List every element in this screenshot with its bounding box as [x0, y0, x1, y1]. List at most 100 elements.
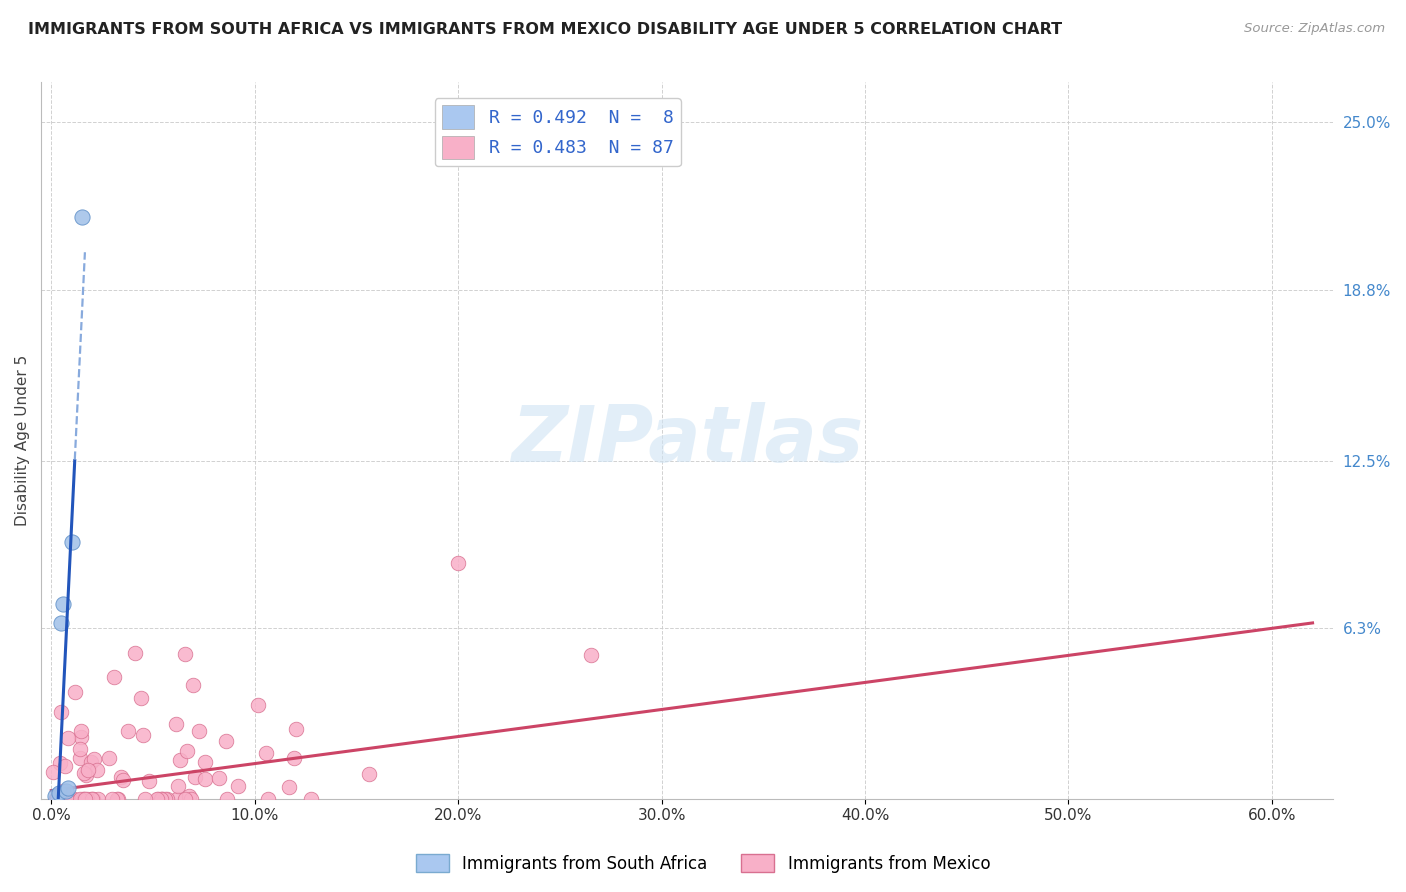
Point — [48, 791, 70, 805]
Point — [129, 690, 152, 705]
Point — [357, 766, 380, 780]
Text: IMMIGRANTS FROM SOUTH AFRICA VS IMMIGRANTS FROM MEXICO DISABILITY AGE UNDER 5 CO: IMMIGRANTS FROM SOUTH AFRICA VS IMMIGRAN… — [28, 22, 1063, 37]
Y-axis label: Disability Age Under 5: Disability Age Under 5 — [15, 355, 30, 526]
Point — [48, 791, 70, 805]
Point — [284, 722, 307, 736]
Point — [138, 773, 160, 788]
Legend: R = 0.492  N =  8, R = 0.483  N = 87: R = 0.492 N = 8, R = 0.483 N = 87 — [434, 98, 681, 166]
Point — [134, 791, 156, 805]
Point — [105, 791, 128, 805]
Point — [80, 791, 103, 805]
Point — [69, 791, 91, 805]
Point — [70, 730, 93, 744]
Point — [188, 724, 211, 739]
Point — [97, 751, 120, 765]
Point — [146, 791, 169, 805]
Point — [49, 705, 72, 719]
Point — [72, 791, 94, 805]
Point — [156, 791, 179, 805]
Point — [180, 791, 202, 805]
Point — [42, 764, 65, 779]
Point — [87, 791, 110, 805]
Point — [183, 771, 205, 785]
Point — [53, 759, 76, 773]
Point — [150, 791, 173, 805]
Point — [181, 678, 204, 692]
Point — [447, 556, 470, 570]
Point — [124, 646, 146, 660]
Point — [70, 210, 93, 224]
Point — [49, 756, 72, 770]
Point — [56, 791, 79, 805]
Point — [103, 670, 125, 684]
Point — [75, 768, 97, 782]
Point — [86, 764, 108, 778]
Point — [55, 783, 77, 797]
Point — [56, 780, 79, 795]
Point — [76, 791, 98, 805]
Point — [44, 789, 66, 803]
Point — [217, 791, 239, 805]
Point — [167, 779, 190, 793]
Point — [45, 791, 67, 805]
Point — [194, 772, 217, 786]
Point — [174, 791, 197, 805]
Point — [174, 647, 197, 661]
Point — [56, 791, 79, 805]
Point — [299, 791, 322, 805]
Point — [73, 791, 96, 805]
Point — [146, 791, 169, 805]
Point — [177, 789, 200, 803]
Point — [63, 791, 86, 805]
Point — [69, 742, 91, 756]
Point — [45, 791, 67, 805]
Point — [77, 763, 100, 777]
Point — [165, 717, 187, 731]
Point — [65, 685, 87, 699]
Point — [176, 744, 198, 758]
Point — [45, 791, 67, 805]
Point — [132, 727, 155, 741]
Point — [215, 734, 238, 748]
Point — [69, 751, 91, 765]
Point — [226, 779, 249, 793]
Point — [155, 791, 177, 805]
Point — [283, 750, 305, 764]
Point — [73, 791, 96, 805]
Point — [48, 791, 70, 805]
Point — [166, 791, 188, 805]
Point — [51, 615, 73, 630]
Point — [80, 791, 103, 805]
Point — [48, 786, 70, 800]
Point — [194, 756, 217, 770]
Point — [150, 791, 173, 805]
Point — [169, 753, 191, 767]
Point — [246, 698, 269, 712]
Point — [82, 791, 104, 805]
Point — [100, 791, 122, 805]
Point — [257, 791, 280, 805]
Point — [581, 648, 603, 663]
Point — [52, 784, 75, 798]
Point — [117, 723, 139, 738]
Legend: Immigrants from South Africa, Immigrants from Mexico: Immigrants from South Africa, Immigrants… — [409, 847, 997, 880]
Point — [107, 791, 129, 805]
Point — [83, 752, 105, 766]
Text: ZIPatlas: ZIPatlas — [510, 402, 863, 478]
Point — [53, 791, 76, 805]
Point — [254, 746, 277, 760]
Point — [60, 534, 83, 549]
Point — [110, 770, 132, 784]
Point — [48, 787, 70, 801]
Text: Source: ZipAtlas.com: Source: ZipAtlas.com — [1244, 22, 1385, 36]
Point — [52, 597, 75, 611]
Point — [55, 791, 77, 805]
Point — [277, 780, 299, 794]
Point — [112, 772, 135, 787]
Point — [69, 724, 91, 739]
Point — [58, 791, 80, 805]
Point — [150, 791, 173, 805]
Point — [79, 755, 101, 769]
Point — [207, 771, 229, 785]
Point — [58, 731, 80, 746]
